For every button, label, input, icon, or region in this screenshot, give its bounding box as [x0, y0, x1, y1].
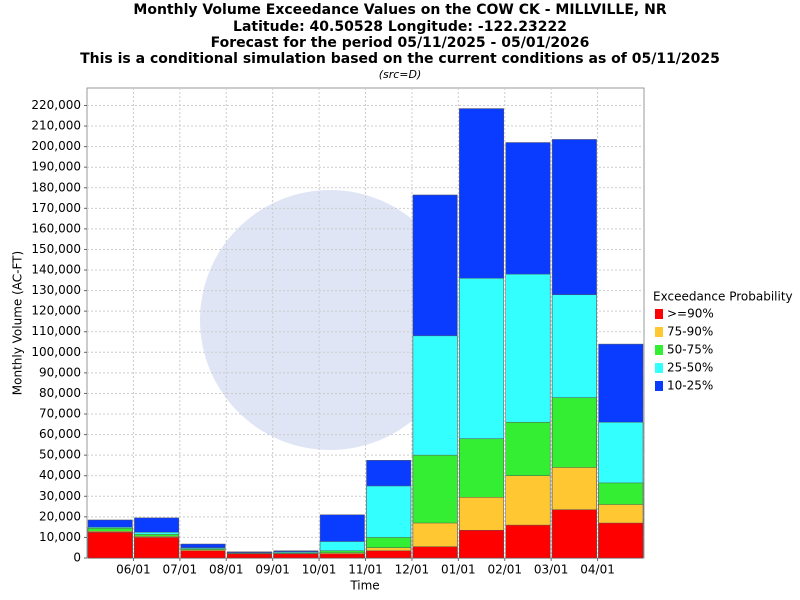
legend-label: 10-25%	[667, 379, 713, 393]
legend-swatch	[655, 381, 663, 391]
x-tick-label: 01/01	[441, 563, 476, 577]
x-tick-label: 02/01	[487, 563, 522, 577]
y-tick-label: 70,000	[39, 407, 81, 421]
bar	[412, 546, 458, 559]
plot-area	[86, 87, 645, 559]
y-tick-label: 90,000	[39, 365, 81, 379]
legend-label: 25-50%	[667, 361, 713, 375]
x-tick-label: 08/01	[209, 563, 244, 577]
legend-swatch	[655, 345, 663, 355]
y-tick-label: 200,000	[31, 139, 81, 153]
chart-title: Latitude: 40.50528 Longitude: -122.23222	[233, 19, 567, 35]
bar	[459, 529, 505, 559]
y-tick-label: 140,000	[31, 263, 81, 277]
y-tick-label: 0	[73, 551, 81, 565]
x-tick-label: 03/01	[534, 563, 569, 577]
legend-label: >=90%	[667, 307, 714, 321]
y-tick-label: 100,000	[31, 345, 81, 359]
y-tick-label: 190,000	[31, 160, 81, 174]
y-tick-label: 130,000	[31, 283, 81, 297]
x-tick-label: 04/01	[580, 563, 615, 577]
y-tick-label: 120,000	[31, 304, 81, 318]
y-tick-label: 160,000	[31, 221, 81, 235]
watermark-circle	[200, 190, 460, 450]
bar	[319, 553, 365, 559]
y-axis-label: Monthly Volume (AC-FT)	[11, 251, 25, 395]
x-tick-label: 11/01	[348, 563, 383, 577]
y-tick-label: 30,000	[39, 489, 81, 503]
bar	[273, 553, 319, 559]
y-tick-label: 170,000	[31, 201, 81, 215]
y-tick-label: 110,000	[31, 324, 81, 338]
y-tick-label: 50,000	[39, 448, 81, 462]
chart-title: Monthly Volume Exceedance Values on the …	[133, 2, 666, 18]
legend-title: Exceedance Probability	[653, 290, 793, 304]
subtitle: (src=D)	[379, 68, 422, 81]
legend-swatch	[655, 309, 663, 319]
legend-swatch	[655, 327, 663, 337]
bar	[505, 524, 551, 559]
chart-title: Forecast for the period 05/11/2025 - 05/…	[211, 35, 590, 51]
legend-label: 50-75%	[667, 343, 713, 357]
y-tick-label: 80,000	[39, 386, 81, 400]
bar	[180, 550, 226, 559]
legend-swatch	[655, 363, 663, 373]
x-tick-label: 09/01	[255, 563, 290, 577]
chart-title: This is a conditional simulation based o…	[80, 51, 720, 67]
x-tick-label: 12/01	[395, 563, 430, 577]
y-tick-label: 60,000	[39, 427, 81, 441]
bar	[87, 532, 133, 559]
x-tick-label: 06/01	[116, 563, 151, 577]
y-tick-label: 20,000	[39, 509, 81, 523]
bar	[134, 537, 180, 559]
y-tick-label: 210,000	[31, 119, 81, 133]
y-tick-label: 150,000	[31, 242, 81, 256]
x-axis-label: Time	[349, 579, 379, 593]
bar	[598, 522, 644, 559]
y-tick-label: 180,000	[31, 180, 81, 194]
bar	[551, 509, 597, 559]
y-tick-label: 10,000	[39, 530, 81, 544]
bar	[366, 550, 412, 559]
watermark	[200, 190, 460, 450]
x-tick-label: 07/01	[163, 563, 198, 577]
y-tick-label: 40,000	[39, 468, 81, 482]
y-tick-label: 220,000	[31, 98, 81, 112]
bar	[227, 553, 272, 559]
legend-label: 75-90%	[667, 325, 713, 339]
x-tick-label: 10/01	[302, 563, 337, 577]
